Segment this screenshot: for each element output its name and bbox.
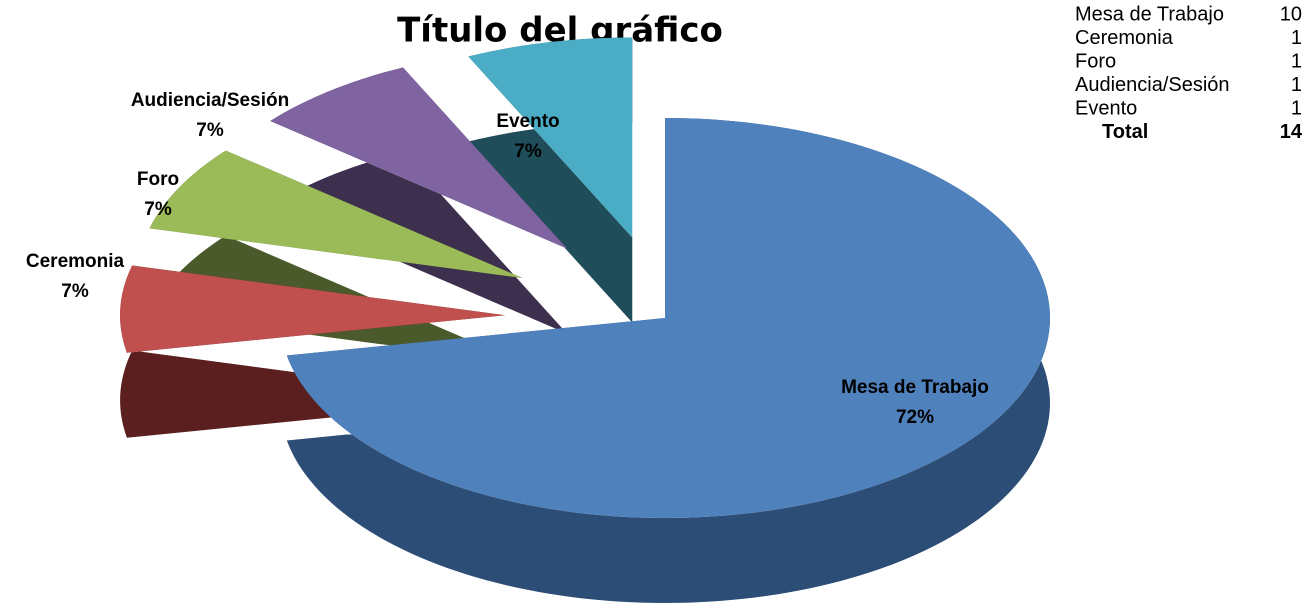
pie-slice bbox=[120, 265, 506, 353]
data-label-value: 72% bbox=[896, 407, 934, 428]
data-label-value: 7% bbox=[514, 141, 542, 162]
data-label-value: 7% bbox=[196, 120, 224, 141]
data-label-name: Foro bbox=[137, 169, 179, 190]
table-total-value: 14 bbox=[1280, 121, 1303, 143]
table-cell-label: Audiencia/Sesión bbox=[1075, 74, 1230, 96]
table-cell-label: Evento bbox=[1075, 97, 1137, 119]
data-label-value: 7% bbox=[61, 281, 89, 302]
pie-slice bbox=[286, 118, 1050, 518]
data-label-value: 7% bbox=[144, 199, 172, 220]
table-cell-value: 1 bbox=[1291, 27, 1302, 49]
pie-slice bbox=[270, 67, 567, 249]
table-cell-value: 1 bbox=[1291, 97, 1302, 119]
table-cell-label: Ceremonia bbox=[1075, 27, 1174, 49]
pie-slice bbox=[468, 37, 633, 238]
table-cell-label: Mesa de Trabajo bbox=[1075, 3, 1224, 25]
data-label-name: Audiencia/Sesión bbox=[131, 90, 289, 111]
table-total-label: Total bbox=[1102, 121, 1148, 143]
table-cell-value: 1 bbox=[1291, 50, 1302, 72]
table-cell-value: 10 bbox=[1280, 3, 1302, 25]
data-label-name: Ceremonia bbox=[26, 251, 125, 272]
table-cell-label: Foro bbox=[1075, 50, 1116, 72]
data-label-name: Evento bbox=[496, 111, 559, 132]
table-cell-value: 1 bbox=[1291, 74, 1302, 96]
pie-slice bbox=[149, 150, 523, 279]
data-label-name: Mesa de Trabajo bbox=[841, 377, 989, 398]
